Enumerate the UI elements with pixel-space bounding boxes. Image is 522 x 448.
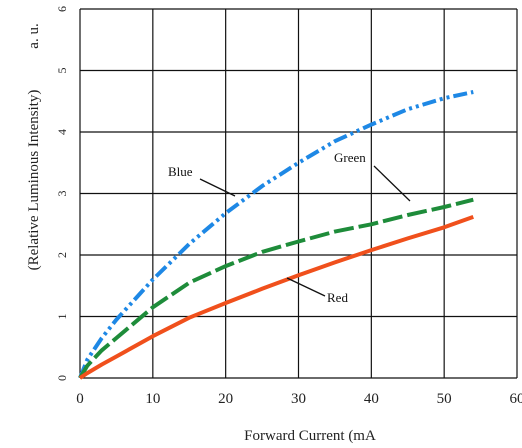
x-tick-label: 60: [510, 391, 522, 407]
y-tick-label: 0: [55, 375, 69, 381]
x-tick-label: 10: [145, 391, 160, 407]
x-tick-label: 20: [218, 391, 233, 407]
callouts: Blue Green Red: [168, 150, 411, 305]
callout-line-red: [286, 277, 326, 297]
x-axis-label: Forward Current (mA: [244, 428, 376, 444]
y-axis-unit: a. u.: [26, 23, 42, 48]
callout-label-blue: Blue: [168, 164, 193, 179]
series-line-red: [78, 215, 474, 380]
x-tick-label: 50: [437, 391, 452, 407]
y-axis-label: (Relative Luminous Intensity): [26, 90, 42, 271]
callout-line-blue: [199, 178, 236, 197]
tick-labels: 0 10 20 30 40 50 60 0 1 2 3 4 5 6: [55, 6, 522, 407]
y-tick-label: 6: [55, 6, 69, 12]
y-tick-label: 3: [55, 191, 69, 197]
callout-line-green: [373, 165, 411, 202]
x-tick-label: 0: [76, 391, 84, 407]
callout-label-green: Green: [334, 150, 366, 165]
y-tick-label: 1: [55, 314, 69, 320]
callout-label-red: Red: [327, 290, 348, 305]
series-line-green: [78, 197, 474, 380]
y-tick-label: 5: [55, 68, 69, 74]
grid: [79, 8, 518, 379]
x-tick-label: 40: [364, 391, 379, 407]
series-layer: [78, 90, 474, 380]
series-line-blue: [78, 90, 474, 379]
y-tick-label: 2: [55, 252, 69, 258]
x-tick-label: 30: [291, 391, 306, 407]
y-tick-label: 4: [55, 129, 69, 135]
